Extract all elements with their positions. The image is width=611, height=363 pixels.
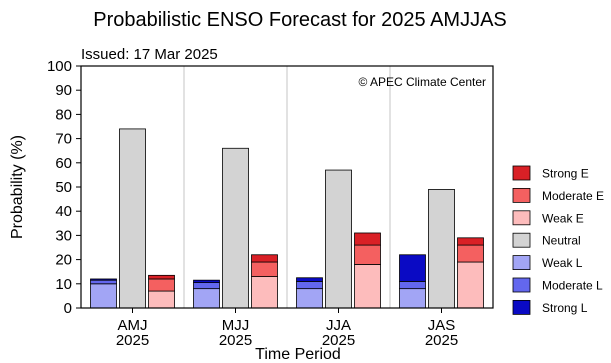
bar-jja-moderate-e — [354, 244, 381, 265]
plot-area: © APEC Climate Center — [80, 65, 494, 309]
legend-label-weak-l: Weak L — [542, 256, 583, 270]
y-tick-label-90: 90 — [55, 82, 72, 99]
bar-mjj-strong-e — [251, 254, 278, 263]
x-axis-label: Time Period — [255, 346, 341, 363]
bar-jja-strong-l — [296, 277, 323, 282]
bar-jas-neutral — [428, 189, 455, 309]
y-tick-label-100: 100 — [47, 58, 72, 75]
period-separators — [183, 66, 391, 308]
y-tick-label-20: 20 — [55, 252, 72, 269]
x-tick-year-amj: 2025 — [116, 332, 149, 349]
bar-amj-weak-l — [90, 283, 117, 309]
bar-jas-moderate-e — [457, 244, 484, 263]
bar-amj-moderate-l — [90, 279, 117, 285]
bar-jja-weak-l — [296, 288, 323, 309]
x-tick-label-amj: AMJ — [118, 317, 148, 334]
bar-jja-moderate-l — [296, 280, 323, 290]
legend: Strong E Moderate E Weak E Neutral Weak L Mod… — [512, 165, 604, 315]
legend-label-strong-l: Strong L — [542, 301, 588, 315]
x-tick-label-jja: JJA — [326, 317, 351, 334]
x-tick-year-jas: 2025 — [425, 332, 458, 349]
x-tick-year-mjj: 2025 — [219, 332, 252, 349]
x-tick-year-jja: 2025 — [322, 332, 355, 349]
y-tick-label-30: 30 — [55, 227, 72, 244]
legend-label-moderate-l: Moderate L — [542, 279, 603, 293]
y-tick-label-70: 70 — [55, 131, 72, 148]
x-tick-label-jas: JAS — [428, 317, 456, 334]
legend-swatch-strong-l — [512, 299, 531, 315]
legend-label-moderate-e: Moderate E — [542, 189, 604, 203]
bar-jja-weak-e — [354, 264, 381, 309]
bar-amj-moderate-e — [148, 278, 175, 292]
chart-title: Probabilistic ENSO Forecast for 2025 AMJ… — [93, 9, 507, 31]
bar-jas-weak-e — [457, 261, 484, 309]
legend-label-weak-e: Weak E — [542, 211, 584, 225]
issued-date: Issued: 17 Mar 2025 — [81, 46, 218, 63]
bar-amj-strong-l — [90, 278, 117, 281]
bar-amj-strong-e — [148, 274, 175, 280]
y-tick-label-0: 0 — [64, 300, 72, 317]
legend-swatch-strong-e — [512, 165, 531, 181]
bar-jja-strong-e — [354, 232, 381, 246]
legend-swatch-moderate-l — [512, 277, 531, 293]
bar-mjj-strong-l — [193, 279, 220, 283]
legend-swatch-weak-l — [512, 255, 531, 271]
y-tick-label-50: 50 — [55, 179, 72, 196]
bar-jas-strong-l — [399, 254, 426, 282]
bar-jas-strong-e — [457, 237, 484, 246]
bar-jas-weak-l — [399, 288, 426, 309]
credit-text: © APEC Climate Center — [358, 75, 486, 89]
bar-mjj-weak-e — [251, 276, 278, 309]
legend-swatch-weak-e — [512, 210, 531, 226]
y-axis: 0 10 20 30 40 50 60 70 80 90 100 — [47, 58, 81, 317]
bar-mjj-moderate-l — [193, 282, 220, 290]
y-tick-label-60: 60 — [55, 155, 72, 172]
legend-swatch-neutral — [512, 232, 531, 248]
bar-mjj-weak-l — [193, 288, 220, 309]
bars-layer — [90, 128, 484, 309]
bar-jja-neutral — [325, 169, 352, 309]
bar-amj-weak-e — [148, 290, 175, 309]
y-tick-label-40: 40 — [55, 203, 72, 220]
legend-label-strong-e: Strong E — [542, 167, 589, 181]
bar-amj-neutral — [119, 128, 146, 309]
y-tick-label-80: 80 — [55, 106, 72, 123]
legend-label-neutral: Neutral — [542, 234, 581, 248]
x-tick-label-mjj: MJJ — [222, 317, 250, 334]
legend-swatch-moderate-e — [512, 187, 531, 203]
y-tick-label-10: 10 — [55, 276, 72, 293]
bar-mjj-moderate-e — [251, 261, 278, 277]
bar-mjj-neutral — [222, 147, 249, 309]
bar-jas-moderate-l — [399, 280, 426, 290]
y-axis-label: Probability (%) — [9, 135, 26, 239]
